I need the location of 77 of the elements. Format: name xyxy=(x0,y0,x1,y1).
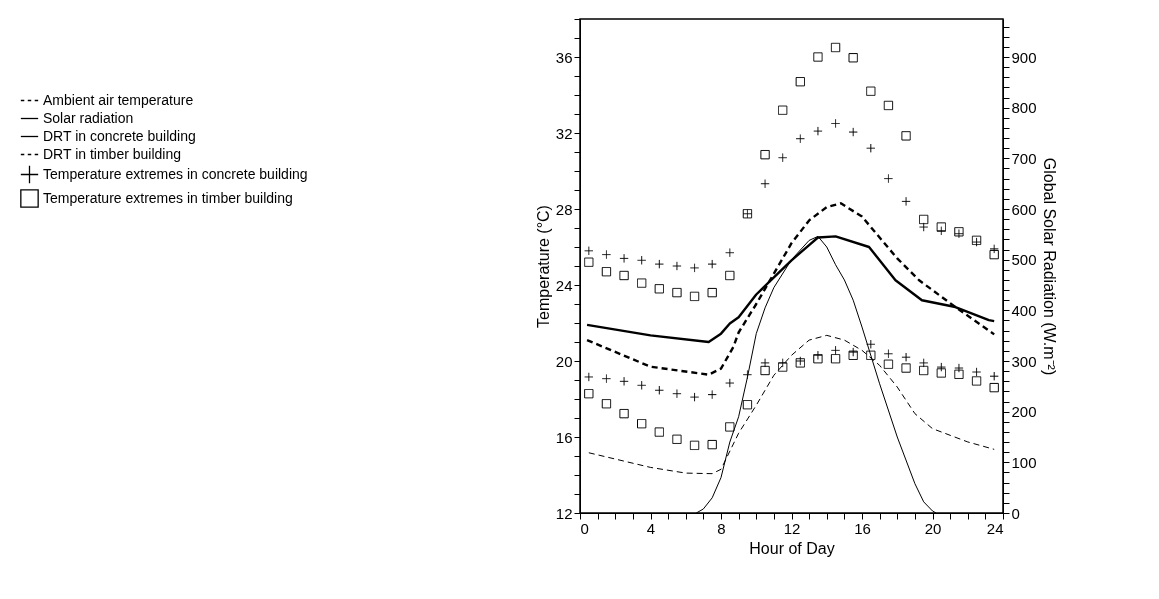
point xyxy=(760,149,770,160)
y2-tick-label: 100 xyxy=(1011,453,1037,471)
point xyxy=(936,222,946,232)
point xyxy=(830,42,841,53)
point xyxy=(919,214,929,225)
point xyxy=(830,354,841,364)
y2-tick-label: 400 xyxy=(1011,301,1037,319)
x-tick-label: 24 xyxy=(986,519,1004,537)
x-tick-label: 4 xyxy=(646,519,656,537)
legend-label: DRT in timber building xyxy=(43,145,181,162)
point xyxy=(707,439,717,450)
point xyxy=(654,427,664,437)
y2-tick-label: 500 xyxy=(1011,251,1037,269)
point xyxy=(672,434,682,444)
y2-tick-label: 800 xyxy=(1011,99,1037,117)
point xyxy=(936,368,946,378)
y-tick-label: 12 xyxy=(555,504,573,522)
point xyxy=(619,270,629,281)
point xyxy=(866,350,876,360)
y-tick-label: 32 xyxy=(555,124,573,142)
point xyxy=(707,287,717,298)
y-tick-label: 24 xyxy=(555,276,573,294)
y2-tick-label: 700 xyxy=(1011,149,1037,167)
line-series xyxy=(585,202,996,376)
y-tick-label: 20 xyxy=(555,352,573,370)
y-tick-label: 16 xyxy=(555,428,573,446)
legend-label: Solar radiation xyxy=(43,109,134,126)
point xyxy=(689,291,700,302)
point xyxy=(971,376,982,386)
point xyxy=(919,365,929,376)
point xyxy=(954,369,964,379)
point xyxy=(725,422,735,432)
point xyxy=(672,287,682,298)
point xyxy=(813,354,823,364)
x-tick-label: 12 xyxy=(783,519,801,537)
point xyxy=(901,363,911,373)
point xyxy=(619,408,629,419)
point xyxy=(813,52,823,62)
legend-label: Temperature extremes in timber building xyxy=(43,189,293,206)
y2-tick-label: 600 xyxy=(1011,200,1037,218)
legend-label: DRT in concrete building xyxy=(43,127,196,144)
y-tick-label: 36 xyxy=(555,48,573,66)
point xyxy=(689,440,700,451)
point xyxy=(989,382,999,393)
point xyxy=(778,105,788,115)
point xyxy=(901,131,911,141)
point xyxy=(584,257,594,267)
x-tick-label: 20 xyxy=(924,519,942,537)
point xyxy=(584,389,594,399)
point xyxy=(725,270,735,281)
point xyxy=(883,100,894,111)
y2-tick-label: 0 xyxy=(1011,504,1020,522)
y2-axis-title: Global Solar Radiation (W.m⁻²) xyxy=(1040,157,1058,376)
point xyxy=(601,267,612,277)
point xyxy=(848,53,858,63)
point xyxy=(742,400,753,410)
point xyxy=(654,284,664,294)
y-axis-title: Temperature (°C) xyxy=(534,205,552,328)
point xyxy=(795,77,805,87)
point xyxy=(989,249,999,260)
legend-label: Ambient air temperature xyxy=(43,91,194,108)
point xyxy=(883,359,894,369)
x-axis-title: Hour of Day xyxy=(749,539,835,557)
y2-tick-label: 300 xyxy=(1011,352,1037,370)
y2-tick-label: 200 xyxy=(1011,403,1037,421)
point xyxy=(778,362,788,372)
point xyxy=(760,365,770,376)
point xyxy=(637,419,647,429)
legend-label: Temperature extremes in concrete building xyxy=(43,165,308,182)
x-tick-label: 8 xyxy=(717,519,726,537)
point xyxy=(866,86,876,96)
x-tick-label: 0 xyxy=(580,519,589,537)
y-tick-label: 28 xyxy=(555,200,573,218)
point xyxy=(637,278,647,288)
x-tick-label: 16 xyxy=(854,519,871,537)
point xyxy=(601,399,612,409)
y2-tick-label: 900 xyxy=(1011,48,1037,66)
